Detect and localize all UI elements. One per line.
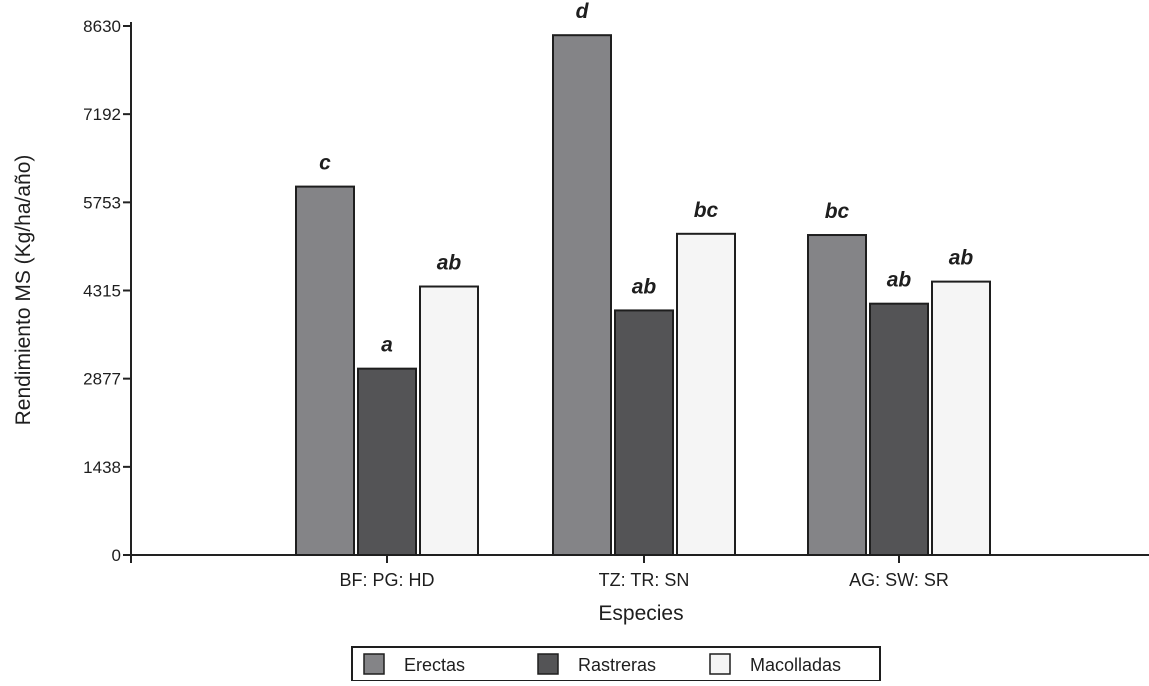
y-tick-label: 8630 (83, 17, 121, 36)
y-tick-label: 7192 (83, 105, 121, 124)
bar (552, 34, 612, 557)
bar (807, 234, 867, 557)
bar (357, 367, 417, 556)
bar (931, 280, 991, 556)
bar (295, 185, 355, 557)
bar (676, 232, 736, 556)
bar (869, 302, 929, 556)
bar-significance-label: bc (694, 199, 719, 222)
y-tick-label: 0 (112, 546, 121, 565)
bar-significance-label: c (319, 152, 331, 175)
bar-significance-label: bc (825, 200, 850, 223)
y-tick-label: 1438 (83, 458, 121, 477)
legend-swatch (709, 653, 731, 675)
bar-significance-label: ab (887, 269, 912, 292)
legend-box (351, 646, 881, 682)
bar (419, 285, 479, 556)
legend-swatch (363, 653, 385, 675)
x-category-label: AG: SW: SR (849, 570, 949, 590)
bar-significance-label: ab (632, 275, 657, 298)
legend: Erectas Rastreras Macolladas (351, 646, 881, 682)
legend-swatch (537, 653, 559, 675)
y-tick-label: 2877 (83, 370, 121, 389)
bar-significance-label: ab (437, 252, 462, 275)
x-category-label: TZ: TR: SN (599, 570, 690, 590)
bar-significance-label: a (381, 334, 393, 357)
y-tick-label: 5753 (83, 193, 121, 212)
y-tick-label: 4315 (83, 282, 121, 301)
legend-label: Erectas (404, 655, 465, 675)
x-axis-title: Especies (598, 602, 683, 625)
y-axis-title: Rendimiento MS (Kg/ha/año) (12, 155, 35, 426)
legend-label: Rastreras (578, 655, 656, 675)
x-category-label: BF: PG: HD (339, 570, 434, 590)
bar-significance-label: d (576, 0, 590, 23)
legend-label: Macolladas (750, 655, 841, 675)
bar (614, 309, 674, 556)
bar-significance-label: ab (949, 247, 974, 270)
